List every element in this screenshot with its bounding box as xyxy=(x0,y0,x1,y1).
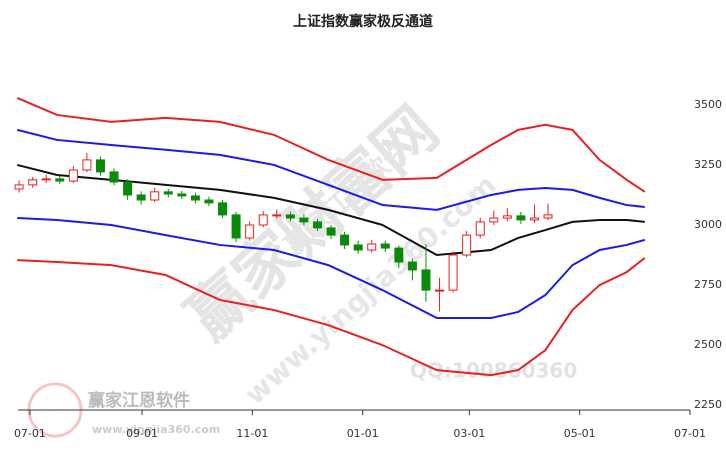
candle-body xyxy=(41,178,51,181)
band-line xyxy=(17,163,645,257)
candle-body xyxy=(285,214,295,219)
candle-body xyxy=(299,217,309,223)
candle-body xyxy=(489,217,499,223)
watermark: www.yingjia360.com xyxy=(92,423,220,436)
candle-body xyxy=(55,178,65,182)
candle-body xyxy=(340,234,350,246)
candle-body xyxy=(258,214,268,226)
candle-body xyxy=(367,243,377,251)
band-line xyxy=(16,96,646,193)
band-line xyxy=(17,217,646,319)
candle-body xyxy=(231,214,241,239)
band-line xyxy=(17,128,645,211)
candle-body xyxy=(326,227,336,236)
y-tick-label: 3000 xyxy=(694,218,722,231)
y-tick-label: 3250 xyxy=(694,158,722,171)
candle-body xyxy=(150,191,160,201)
candle-body xyxy=(14,184,24,190)
chart-title: 上证指数赢家极反通道 xyxy=(293,13,433,30)
x-tick-label: 07-01 xyxy=(674,427,706,440)
x-tick-label: 03-01 xyxy=(453,427,485,440)
band-line xyxy=(17,257,646,377)
candle-body xyxy=(394,247,404,263)
candle-body xyxy=(502,215,512,219)
candle-body xyxy=(435,289,445,292)
candle-body xyxy=(123,181,133,196)
candle-body xyxy=(109,171,119,183)
candle-body xyxy=(353,244,363,251)
candle-body xyxy=(218,202,228,216)
candle-body xyxy=(448,254,458,291)
y-tick-label: 2750 xyxy=(694,278,722,291)
candle-body xyxy=(312,221,322,229)
y-tick-label: 3500 xyxy=(694,98,722,111)
candle-body xyxy=(68,169,78,182)
candle-body xyxy=(245,224,255,239)
candle-body xyxy=(421,269,431,291)
candle-body xyxy=(529,217,539,221)
x-tick-label: 09-01 xyxy=(126,427,158,440)
watermark: QQ:100860360 xyxy=(410,359,577,383)
candle-body xyxy=(190,195,200,201)
x-tick-label: 11-01 xyxy=(236,427,268,440)
candle-body xyxy=(204,199,214,204)
candle-body xyxy=(475,221,485,236)
candle-body xyxy=(407,261,417,271)
candle-body xyxy=(516,215,526,221)
candle-body xyxy=(380,243,390,249)
candle-body xyxy=(28,179,38,186)
y-tick-label: 2500 xyxy=(694,338,722,351)
candle-body xyxy=(136,194,146,201)
y-tick-label: 2250 xyxy=(694,398,722,411)
candle-body xyxy=(462,234,472,256)
x-tick-label: 05-01 xyxy=(564,427,596,440)
candle-body xyxy=(177,193,187,197)
candle-body xyxy=(82,159,92,171)
candle-body xyxy=(543,214,553,219)
x-tick-label: 07-01 xyxy=(14,427,46,440)
candle-body xyxy=(163,191,173,195)
x-tick-label: 01-01 xyxy=(347,427,379,440)
candle-body xyxy=(95,159,105,173)
candle-body xyxy=(272,214,282,217)
watermark: 赢家江恩软件 xyxy=(88,390,190,411)
